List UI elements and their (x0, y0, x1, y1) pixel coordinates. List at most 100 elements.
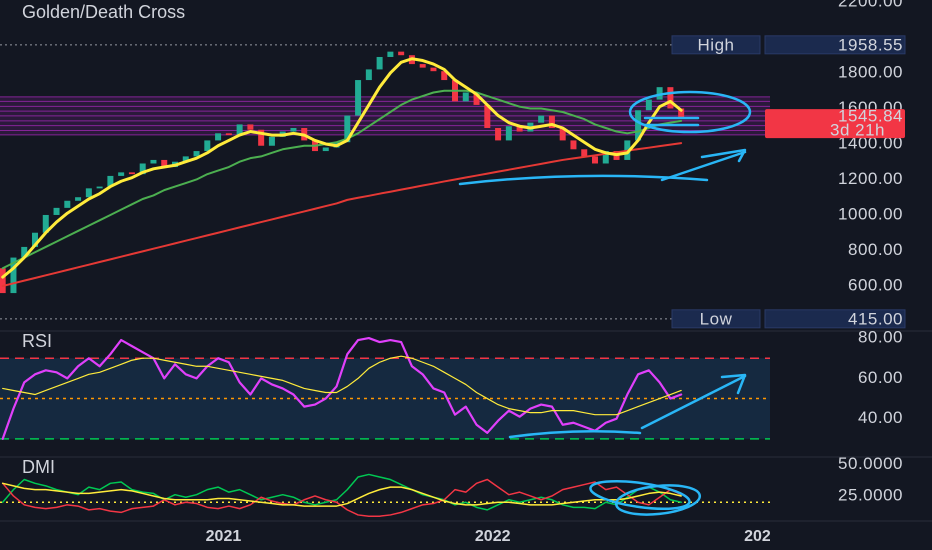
y-tick-label: 60.00 (858, 368, 903, 387)
candle-body (656, 87, 663, 100)
y-tick-label: 1000.00 (838, 204, 903, 223)
candle-body (161, 159, 168, 168)
panel-title: RSI (22, 331, 52, 351)
series-line (1, 57, 683, 279)
low-value-box (764, 309, 906, 329)
candle-body (182, 156, 189, 162)
low-value-label: 415.00 (848, 309, 903, 328)
candle-body (635, 110, 642, 141)
series-line (1, 142, 683, 287)
countdown-label: 3d 21h (830, 121, 885, 140)
y-tick-label: 2200.00 (838, 0, 903, 10)
candle-body (215, 133, 222, 141)
high-value-box (764, 35, 906, 55)
candle-body (645, 99, 652, 111)
series-line (1, 478, 682, 517)
candle-body (473, 92, 480, 105)
candle-body (430, 67, 437, 72)
candle-body (322, 147, 329, 152)
candle-body (96, 186, 103, 189)
high-tag-box (671, 35, 761, 55)
candle-body (548, 115, 555, 128)
data-layer (0, 51, 685, 517)
series-line (1, 336, 683, 440)
low-tag-label: Low (700, 309, 733, 328)
user-drawings (458, 90, 752, 516)
panel-title: DMI (22, 457, 55, 477)
candle-body (53, 207, 60, 215)
y-tick-label: 800.00 (848, 240, 903, 259)
drawn-ellipse (589, 479, 691, 511)
series-line (2, 355, 682, 416)
x-tick-label: 2022 (475, 528, 511, 545)
drawn-support-curve (508, 429, 642, 439)
candle-body (64, 200, 71, 208)
y-tick-label: 80.00 (858, 328, 903, 347)
candle-body (581, 149, 588, 157)
high-value-label: 1958.55 (838, 35, 903, 54)
candle-body (128, 172, 135, 175)
candle-body (236, 124, 243, 136)
candle-body (42, 214, 49, 233)
candle-body (204, 140, 211, 152)
candle-body (258, 129, 265, 146)
y-tick-label: 1200.00 (838, 169, 903, 188)
candle-body (0, 268, 6, 294)
candle-body (678, 108, 685, 119)
candle-body (225, 133, 232, 136)
last-price-label: 1545.84 (838, 107, 903, 126)
candle-body (505, 126, 512, 141)
drawn-arrow (660, 150, 747, 182)
candle-body (462, 92, 469, 102)
series-line (1, 473, 682, 511)
y-tick-label: 25.0000 (838, 485, 903, 504)
candle-body (592, 156, 598, 164)
drawn-ellipse (614, 484, 702, 516)
y-tick-label: 600.00 (848, 275, 903, 294)
candle-body (365, 69, 372, 81)
candle-body (32, 232, 38, 247)
x-tick-label: 2021 (206, 528, 242, 545)
panel-title: Golden/Death Cross (22, 2, 185, 22)
axis-corner (770, 522, 932, 550)
candle-body (150, 159, 157, 164)
candle-body (355, 80, 362, 116)
candle-body (247, 124, 254, 130)
drawn-arrow (640, 374, 747, 430)
drawn-arrowhead (720, 373, 747, 395)
drawn-arrowhead (700, 148, 747, 163)
axis-layer: High 1958.55 Low 415.00 Golden/Death Cross 22… (22, 0, 932, 550)
candle-body (376, 56, 383, 70)
candle-body (21, 246, 28, 258)
candle-body (667, 87, 674, 109)
low-tag-box (671, 309, 761, 329)
candle-body (344, 115, 351, 143)
candle-body (290, 127, 297, 132)
candle-body (75, 197, 82, 201)
y-tick-label: 1800.00 (838, 62, 903, 81)
drawn-ellipse (628, 90, 752, 134)
candle-body (193, 151, 200, 157)
candle-body (118, 172, 125, 176)
candle-body (268, 136, 275, 146)
series-line (1, 482, 682, 507)
candle-body (10, 257, 17, 294)
candle-body (559, 127, 566, 141)
candle-body (85, 188, 92, 198)
candle-body (387, 51, 394, 57)
candle-body (441, 71, 448, 81)
candle-body (484, 104, 491, 128)
candle-body (107, 175, 114, 187)
candle-body (139, 163, 146, 175)
candle-body (516, 126, 523, 132)
candle-body (419, 64, 426, 68)
drawn-support-curve (458, 174, 709, 186)
y-tick-label: 1400.00 (838, 133, 903, 152)
series-line (1, 89, 683, 270)
candle-body (398, 51, 405, 56)
candle-body (570, 140, 577, 150)
candle-body (495, 127, 502, 141)
